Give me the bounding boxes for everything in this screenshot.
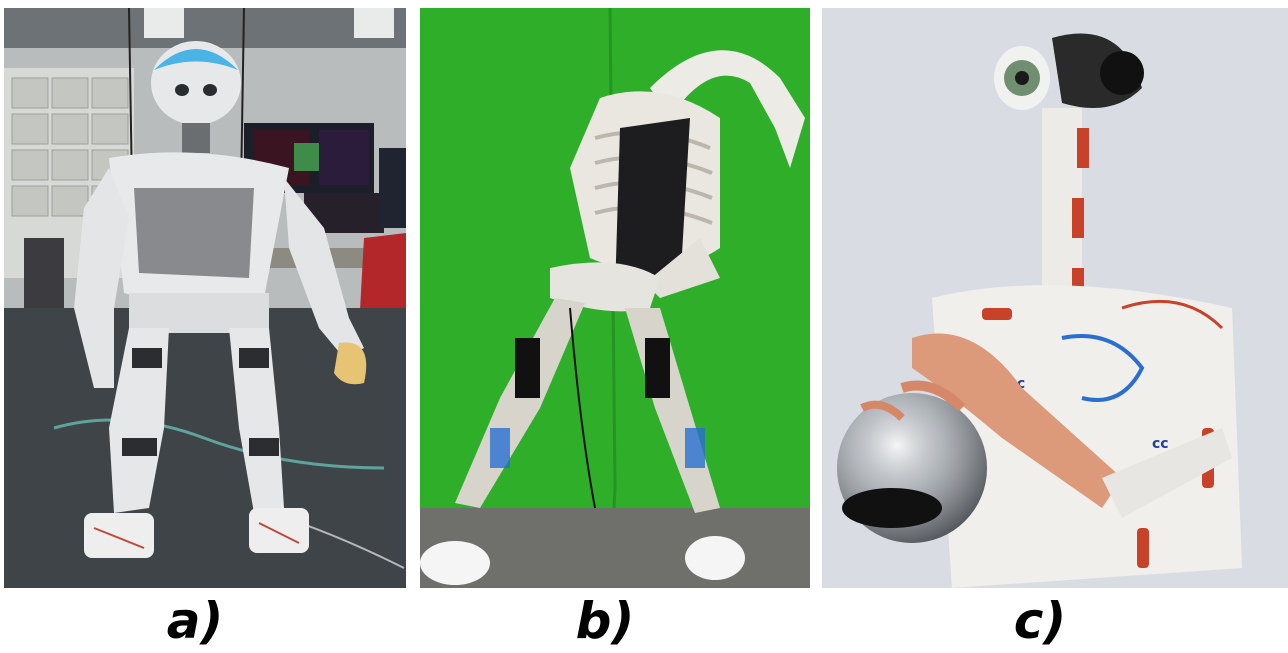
svg-text:cc: cc [1152,436,1169,452]
panel-label-c: c) [1013,592,1067,650]
humanoid-robot-lab-photo [4,8,406,588]
photo-panel-b [420,8,810,588]
panel-label-b: b) [575,592,635,650]
photo-panel-a [4,8,406,588]
photo-panel-c: cccc cccc cc [822,8,1288,588]
panel-label-a: a) [166,592,224,650]
musculoskeletal-robot-holding-ball-photo: cccc cccc cc [822,8,1288,588]
musculoskeletal-robot-green-screen-photo [420,8,810,588]
